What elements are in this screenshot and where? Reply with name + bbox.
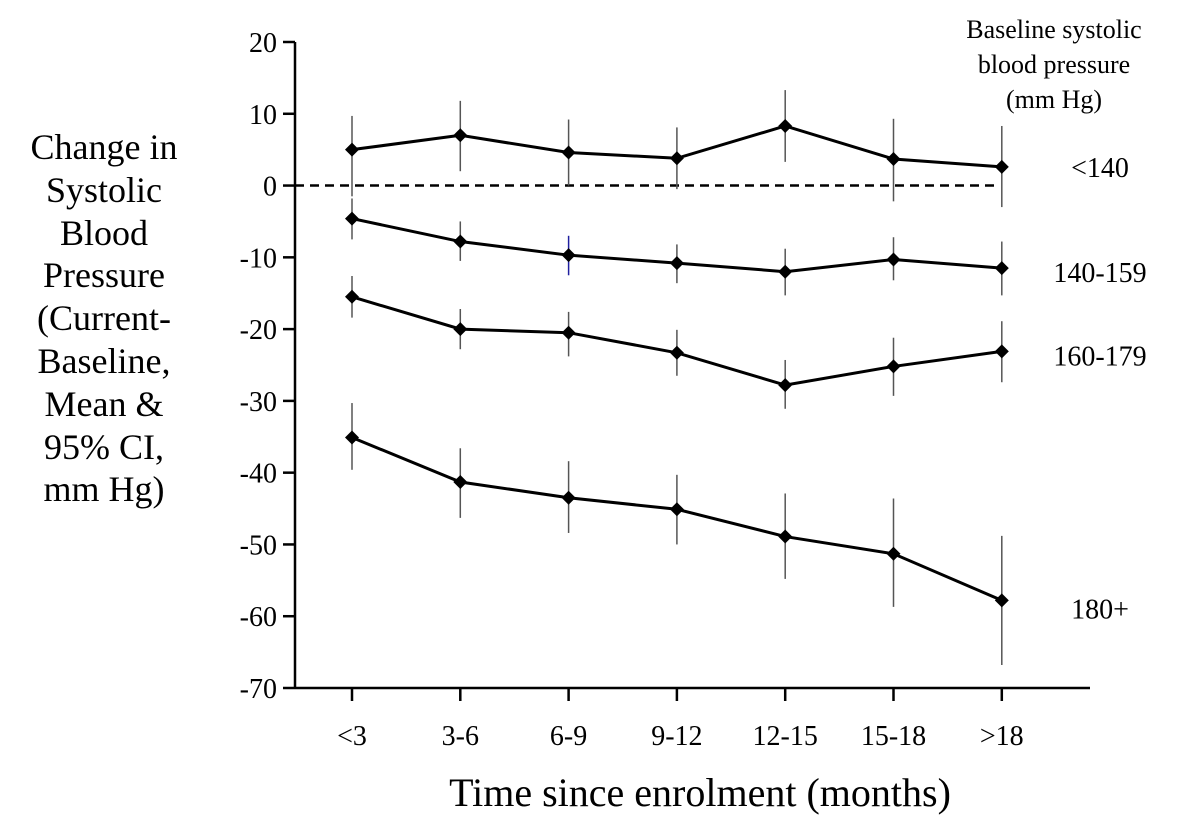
x-tick-label: 6-9 — [550, 721, 587, 752]
data-point — [453, 322, 468, 337]
series-label: 180+ — [1071, 594, 1129, 625]
data-point — [345, 289, 359, 304]
y-tick-label: -20 — [240, 315, 277, 346]
y-tick-label: 0 — [263, 172, 277, 203]
y-axis-label-line: (Current- — [37, 298, 171, 339]
x-axis-label: Time since enrolment (months) — [449, 770, 951, 815]
error-bars — [351, 90, 1003, 666]
series-label: 140-159 — [1053, 258, 1146, 289]
data-points — [345, 118, 1009, 608]
data-point — [886, 359, 901, 374]
y-axis-label-line: Mean & — [44, 383, 164, 424]
data-point — [561, 325, 576, 340]
data-point — [345, 430, 359, 445]
data-point — [561, 490, 576, 505]
data-point — [669, 502, 684, 517]
y-axis-label-line: Pressure — [43, 255, 165, 296]
legend-title-line: blood pressure — [977, 50, 1131, 79]
data-point — [453, 234, 468, 249]
y-tick-label: 10 — [249, 100, 277, 131]
data-point — [561, 145, 576, 160]
legend-title-line: Baseline systolic — [966, 15, 1142, 44]
y-axis-label-line: Blood — [59, 212, 148, 253]
data-point — [886, 252, 901, 267]
x-tick-label: >18 — [980, 721, 1024, 752]
series-labels: <140 140-159 160-179 180+ — [1053, 153, 1146, 626]
y-tick-label: -30 — [240, 387, 277, 418]
data-point — [778, 118, 793, 133]
data-point — [453, 474, 468, 489]
data-point — [453, 128, 468, 143]
y-tick-label: -40 — [240, 459, 277, 490]
x-tick-label: 9-12 — [651, 721, 702, 752]
x-tick-label: 3-6 — [442, 721, 479, 752]
data-point — [994, 159, 1009, 174]
legend-title: Baseline systolic blood pressure (mm Hg) — [930, 12, 1178, 117]
legend-title-line: (mm Hg) — [1005, 85, 1103, 114]
y-tick-label: -70 — [240, 674, 277, 705]
data-point — [345, 211, 359, 226]
x-tick-label: 15-18 — [861, 721, 926, 752]
axes: 20 10 0 -10 -20 -30 -40 -50 -60 -70 <3 3-6 6-9 9-12 12… — [240, 28, 1090, 752]
data-point — [994, 593, 1009, 608]
y-axis-label-line: Baseline, — [37, 340, 171, 381]
series-label: 160-179 — [1053, 341, 1146, 372]
x-tick-label: <3 — [337, 721, 367, 752]
data-point — [886, 151, 901, 166]
data-point — [994, 261, 1009, 276]
data-point — [345, 142, 359, 157]
y-tick-label: -50 — [240, 530, 277, 561]
data-point — [561, 248, 576, 263]
data-point — [669, 345, 684, 360]
data-point — [994, 344, 1009, 359]
y-tick-label: -60 — [240, 602, 277, 633]
data-point — [778, 529, 793, 544]
x-tick-label: 12-15 — [753, 721, 818, 752]
data-point — [886, 546, 901, 561]
data-point — [778, 378, 793, 393]
y-axis-label: Change in Systolic Blood Pressure (Curre… — [4, 126, 204, 511]
y-tick-label: 20 — [249, 28, 277, 59]
y-axis-label-line: Systolic — [45, 169, 162, 210]
data-point — [669, 256, 684, 271]
y-axis-label-line: mm Hg) — [43, 469, 165, 510]
y-axis-label-line: Change in — [30, 127, 178, 167]
data-point — [778, 264, 793, 279]
series-label: <140 — [1071, 153, 1129, 184]
data-point — [669, 151, 684, 166]
y-axis-label-line: 95% CI, — [44, 426, 164, 467]
y-tick-label: -10 — [240, 243, 277, 274]
